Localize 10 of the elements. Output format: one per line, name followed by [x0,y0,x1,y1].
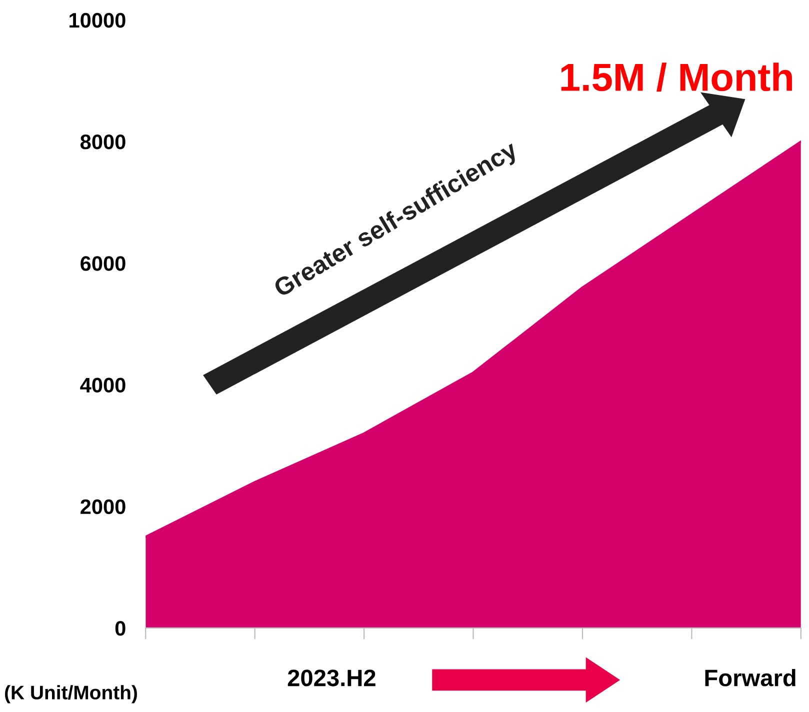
y-tick-label: 0 [115,620,126,636]
y-tick-label: 4000 [80,378,126,393]
y-tick-label: 6000 [80,256,126,271]
y-axis-title: (K Unit/Month) [5,685,137,704]
annotation: 1.5M / Month [561,62,792,92]
y-tick-label: 8000 [80,134,126,150]
y-tick-label: 2000 [80,499,126,514]
text: 2023.H2 [288,670,376,686]
y-tick-label: 10000 [70,12,126,28]
text: Forward [705,668,796,686]
